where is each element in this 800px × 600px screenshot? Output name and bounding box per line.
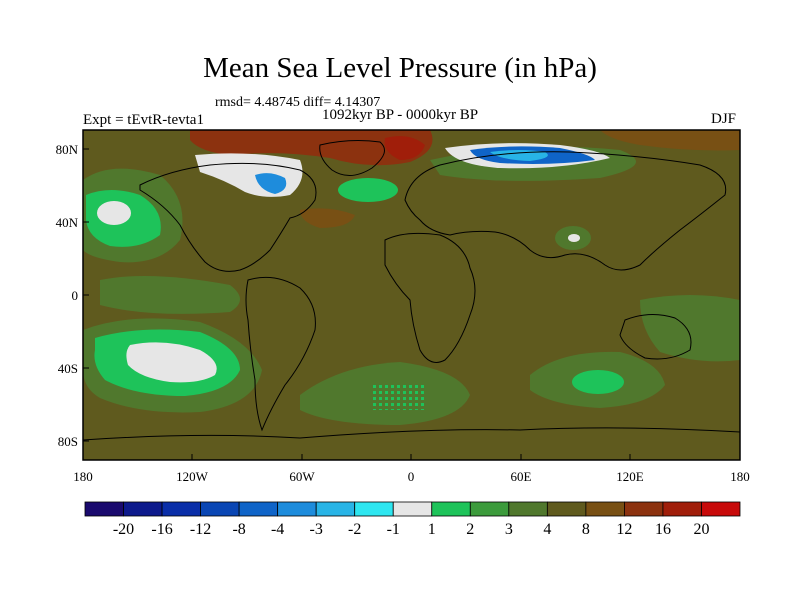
- colorbar-box: [354, 501, 394, 517]
- lon-label-0: 0: [407, 469, 415, 484]
- colorbar-label: 8: [581, 521, 590, 538]
- green-region-north-atlantic: [338, 178, 398, 202]
- white-region-tibet: [568, 234, 580, 242]
- colorbar-box: [161, 501, 201, 517]
- green-region-east-pacific: [100, 276, 240, 314]
- green-region-southern-pacific: [640, 295, 740, 362]
- colorbar-box: [469, 501, 510, 517]
- coastline-eurasia: [404, 151, 727, 271]
- colorbar-label: -4: [270, 521, 285, 538]
- lat-label-40n: 40N: [55, 215, 78, 230]
- colorbar-box: [508, 501, 548, 517]
- season-label: DJF: [711, 111, 737, 127]
- colorbar-label: -12: [189, 521, 212, 538]
- coastline-south-america: [245, 276, 316, 432]
- white-region-north-pacific: [97, 201, 131, 225]
- red-region-east-siberia: [600, 130, 740, 151]
- colorbar-box: [84, 501, 124, 517]
- pressure-field: [83, 130, 740, 460]
- coastline-australia: [619, 314, 692, 360]
- colorbar: [84, 501, 741, 517]
- experiment-label: Expt = tEvtR-tevta1: [83, 112, 204, 128]
- map-ticks: [83, 148, 631, 460]
- lon-label-180w: 180: [73, 469, 93, 484]
- coastline-antarctica: [83, 427, 740, 441]
- lon-label-60w: 60W: [289, 469, 315, 484]
- colorbar-box: [277, 501, 317, 517]
- colorbar-label: 1: [427, 521, 436, 538]
- colorbar-label: 16: [654, 521, 671, 538]
- coastline-greenland: [319, 140, 385, 176]
- red-region-arctic-canada: [190, 130, 433, 166]
- colorbar-label: -2: [348, 521, 362, 538]
- colorbar-box: [662, 501, 702, 517]
- colorbar-label: 4: [543, 521, 552, 538]
- period-label: 1092kyr BP - 0000kyr BP: [322, 107, 479, 123]
- colorbar-label: 2: [466, 521, 475, 538]
- colorbar-box: [546, 501, 587, 517]
- blue-region-north-america: [255, 173, 287, 194]
- colorbar-label: -3: [309, 521, 323, 538]
- lat-label-80s: 80S: [57, 434, 78, 449]
- colorbar-box: [123, 501, 163, 517]
- lon-label-120w: 120W: [176, 469, 208, 484]
- red-region-north-atlantic: [384, 136, 425, 160]
- coastline-africa: [384, 232, 476, 363]
- lon-label-180e: 180: [730, 469, 750, 484]
- colorbar-label: 20: [693, 521, 710, 538]
- colorbar-box: [624, 501, 664, 517]
- white-region-south-pacific: [126, 342, 217, 383]
- colorbar-box: [200, 501, 240, 517]
- lon-label-60e: 60E: [510, 469, 532, 484]
- colorbar-label: 12: [616, 521, 633, 538]
- colorbar-label: -20: [112, 521, 135, 538]
- lat-label-40s: 40S: [57, 361, 78, 376]
- map-title: Mean Sea Level Pressure (in hPa): [203, 52, 597, 84]
- rmsd-diff-stats: rmsd= 4.48745 diff= 4.14307: [215, 95, 381, 110]
- colorbar-label: -1: [386, 521, 400, 538]
- colorbar-box: [392, 501, 433, 517]
- lon-label-120e: 120E: [616, 469, 644, 484]
- lat-label-80n: 80N: [55, 142, 78, 157]
- coastlines: [83, 140, 740, 441]
- colorbar-label: 3: [504, 521, 513, 538]
- colorbar-label: -8: [232, 521, 246, 538]
- colorbar-box: [431, 501, 471, 517]
- cyan-region-eurasia: [490, 150, 548, 161]
- colorbar-box: [701, 501, 741, 517]
- red-region-west-atlantic: [300, 208, 355, 228]
- colorbar-box: [238, 501, 279, 517]
- colorbar-box: [315, 501, 356, 517]
- colorbar-label: -16: [151, 521, 173, 538]
- colorbar-box: [585, 501, 625, 517]
- light-green-region-indian-ocean: [572, 370, 624, 394]
- coastline-north-america: [139, 162, 317, 272]
- lat-label-0: 0: [71, 288, 79, 303]
- hatched-region-south-atlantic: [372, 382, 427, 410]
